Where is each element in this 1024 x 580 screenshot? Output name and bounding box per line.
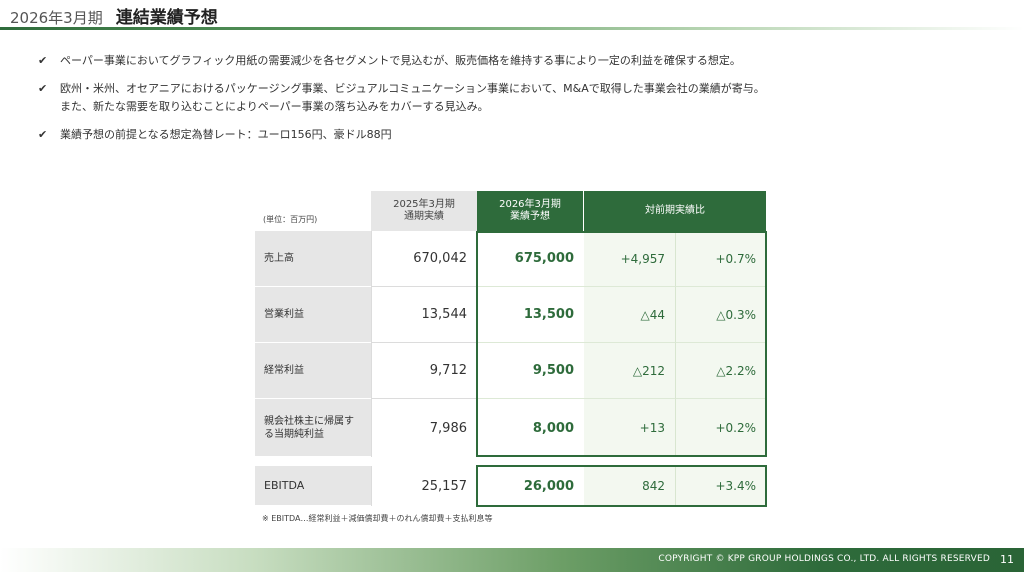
pct-value: +0.7% (675, 231, 766, 287)
forecast-value: 8,000 (477, 399, 584, 457)
prior-value: 9,712 (371, 343, 477, 399)
prior-value: 670,042 (371, 231, 477, 287)
header-divider (0, 27, 1024, 30)
prior-value: 13,544 (371, 287, 477, 343)
forecast-table: (単位：百万円) 2025年3月期 通期実績 2026年3月期 業績予想 対前期実績… (255, 191, 767, 516)
check-icon: ✔ (38, 128, 48, 141)
forecast-value: 13,500 (477, 287, 584, 343)
row-label-ebitda: EBITDA (255, 466, 371, 506)
row-label-ordinary-profit: 経常利益 (255, 343, 371, 399)
header-comparison: 対前期実績比 (584, 191, 766, 231)
bullet-item: ✔ 欧州・米州、オセアニアにおけるパッケージング事業、ビジュアルコミュニケーショ… (38, 80, 998, 116)
header-forecast-line2: 業績予想 (510, 211, 550, 222)
header-prior-line2: 通期実績 (404, 211, 444, 222)
fiscal-period: 2026年3月期 (10, 9, 103, 27)
header-forecast-line1: 2026年3月期 (499, 199, 561, 210)
prior-value: 7,986 (371, 399, 477, 457)
bullet-text: 業績予想の前提となる想定為替レート：ユーロ156円、豪ドル88円 (60, 128, 392, 141)
bullet-text: 欧州・米州、オセアニアにおけるパッケージング事業、ビジュアルコミュニケーション事… (60, 82, 765, 95)
forecast-value: 26,000 (477, 466, 584, 506)
check-icon: ✔ (38, 82, 48, 95)
bullet-text: ペーパー事業においてグラフィック用紙の需要減少を各セグメントで見込むが、販売価格… (60, 54, 741, 67)
bullet-item: ✔ 業績予想の前提となる想定為替レート：ユーロ156円、豪ドル88円 (38, 126, 998, 144)
row-label-operating-profit: 営業利益 (255, 287, 371, 343)
header-prior-line1: 2025年3月期 (393, 199, 455, 210)
prior-value: 25,157 (371, 466, 477, 506)
row-label-net-income: 親会社株主に帰属する当期純利益 (255, 399, 371, 457)
header-prior-year: 2025年3月期 通期実績 (371, 191, 477, 231)
bullet-text: また、新たな需要を取り込むことによりペーパー事業の落ち込みをカバーする見込み。 (60, 100, 489, 113)
copyright-text: COPYRIGHT © KPP GROUP HOLDINGS CO., LTD.… (658, 554, 990, 564)
page-number: 11 (1000, 553, 1014, 566)
check-icon: ✔ (38, 54, 48, 67)
slide-footer: COPYRIGHT © KPP GROUP HOLDINGS CO., LTD.… (0, 548, 1024, 572)
slide-title: 連結業績予想 (115, 8, 218, 28)
pct-value: +3.4% (675, 466, 766, 506)
diff-value: +4,957 (584, 231, 675, 287)
diff-value: △44 (584, 287, 675, 343)
diff-value: +13 (584, 399, 675, 457)
pct-value: △2.2% (675, 343, 766, 399)
slide-header: 2026年3月期 連結業績予想 (0, 0, 1024, 30)
forecast-value: 9,500 (477, 343, 584, 399)
diff-value: 842 (584, 466, 675, 506)
diff-value: △212 (584, 343, 675, 399)
unit-label: (単位：百万円) (255, 191, 370, 231)
header-forecast: 2026年3月期 業績予想 (477, 191, 583, 231)
pct-value: +0.2% (675, 399, 766, 457)
bullet-item: ✔ ペーパー事業においてグラフィック用紙の需要減少を各セグメントで見込むが、販売… (38, 52, 998, 70)
row-label-sales: 売上高 (255, 231, 371, 287)
pct-value: △0.3% (675, 287, 766, 343)
page-title: 2026年3月期 連結業績予想 (10, 3, 218, 28)
forecast-value: 675,000 (477, 231, 584, 287)
bullet-list: ✔ ペーパー事業においてグラフィック用紙の需要減少を各セグメントで見込むが、販売… (38, 52, 998, 154)
ebitda-footnote: ※ EBITDA…経常利益＋減価償却費＋のれん償却費＋支払利息等 (262, 514, 493, 523)
